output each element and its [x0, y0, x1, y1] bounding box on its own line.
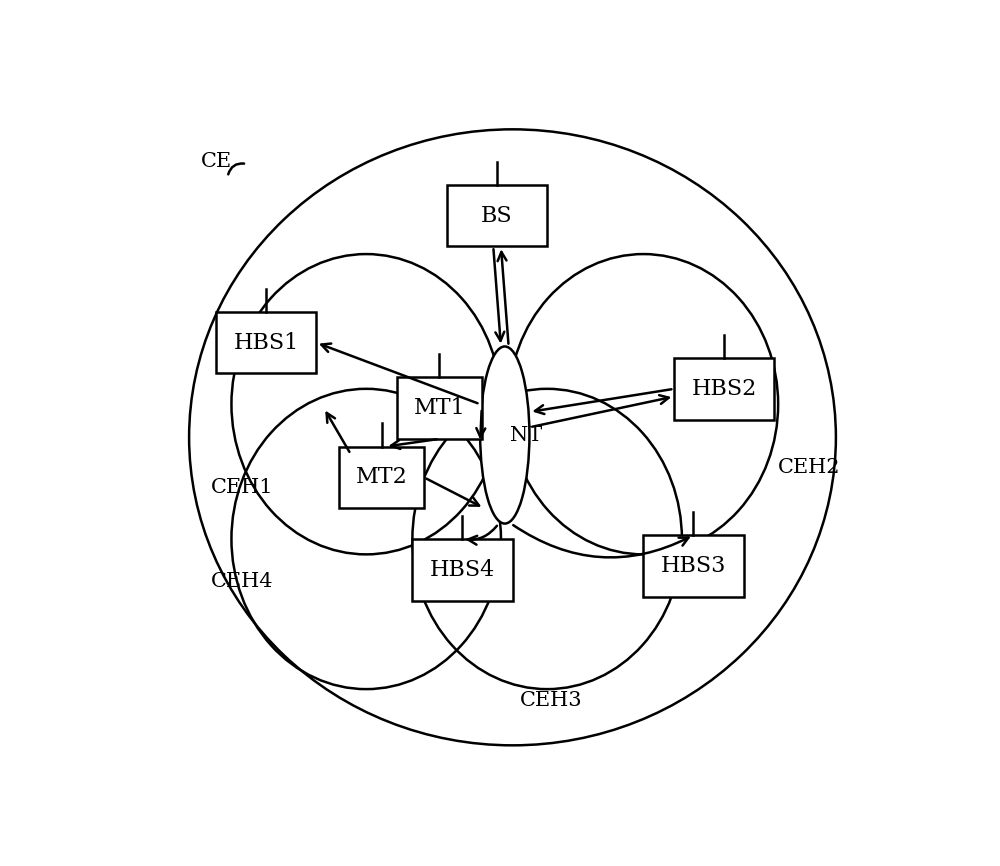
Text: HBS1: HBS1 [233, 332, 299, 353]
Text: BS: BS [481, 204, 513, 227]
Bar [674, 358, 774, 420]
Text: HBS2: HBS2 [692, 378, 757, 400]
Ellipse shape [480, 346, 529, 524]
Text: NT: NT [510, 425, 542, 444]
Bar [412, 539, 512, 600]
Text: HBS4: HBS4 [430, 559, 495, 581]
Text: CEH1: CEH1 [211, 478, 273, 497]
Bar [397, 378, 482, 439]
Bar [447, 184, 547, 246]
Text: CE: CE [201, 152, 232, 171]
Text: CEH4: CEH4 [211, 572, 273, 591]
Text: CEH2: CEH2 [778, 458, 841, 477]
Text: CEH3: CEH3 [520, 691, 583, 710]
Bar [339, 447, 424, 508]
Text: HBS3: HBS3 [661, 555, 726, 577]
Bar [216, 312, 316, 373]
Bar [643, 535, 744, 597]
Text: MT2: MT2 [356, 467, 407, 488]
Text: MT1: MT1 [413, 397, 465, 419]
